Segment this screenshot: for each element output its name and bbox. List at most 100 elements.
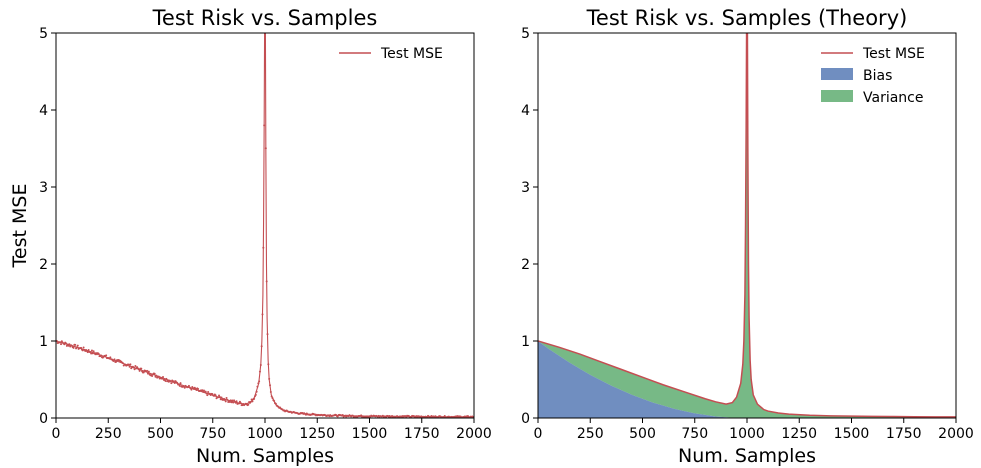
data-point [90, 352, 93, 355]
data-point [138, 369, 141, 372]
y-tick-label: 0 [39, 411, 48, 427]
data-point [228, 400, 231, 403]
data-point [127, 363, 130, 366]
data-point [235, 400, 238, 403]
data-point [74, 343, 77, 346]
data-point [176, 381, 179, 384]
data-point [105, 354, 108, 357]
y-tick-label: 3 [39, 180, 48, 196]
chart-left: 0 250 500 750 1000 1250 1500 1750 2000 0 1 2 3 4 5 Test… [9, 6, 492, 467]
x-tick-label: 1250 [781, 426, 817, 442]
data-point [178, 384, 181, 387]
x-axis-label: Num. Samples [678, 445, 816, 467]
data-point [80, 346, 83, 349]
data-point [257, 382, 260, 385]
data-point [140, 367, 143, 370]
data-point [260, 345, 263, 348]
plot-area [538, 33, 956, 418]
data-point [270, 395, 273, 398]
data-point [253, 397, 256, 400]
data-point [218, 394, 221, 397]
legend-swatch [821, 90, 853, 102]
x-tick-label: 2000 [938, 426, 974, 442]
x-tick-label: 1000 [729, 426, 765, 442]
data-point [214, 394, 217, 397]
data-point [255, 390, 258, 393]
data-point [224, 400, 227, 403]
data-point [239, 402, 242, 405]
test-mse-markers [56, 33, 474, 418]
x-tick-label: 500 [147, 426, 174, 442]
data-point [132, 366, 135, 369]
data-point [92, 350, 95, 353]
data-point [206, 394, 209, 397]
data-point [218, 396, 221, 399]
data-point [161, 377, 164, 380]
y-tick-label: 4 [39, 103, 48, 119]
data-point [164, 379, 167, 382]
x-tick-label: 2000 [456, 426, 492, 442]
variance-area [538, 33, 956, 418]
data-point [202, 389, 205, 392]
data-point [230, 401, 233, 404]
y-tick-label: 5 [39, 26, 48, 42]
data-point [75, 346, 78, 349]
x-tick-label: 1750 [886, 426, 922, 442]
data-point [157, 375, 160, 378]
data-point [90, 349, 93, 352]
data-point [109, 356, 112, 359]
x-tick-label: 1000 [247, 426, 283, 442]
data-point [146, 369, 149, 372]
data-point [91, 352, 94, 355]
data-point [273, 400, 276, 403]
y-axis-label: Test MSE [9, 184, 31, 269]
data-point [261, 313, 264, 316]
data-point [251, 400, 254, 403]
y-tick-label: 1 [39, 334, 48, 350]
data-point [190, 388, 193, 391]
data-point [142, 371, 145, 374]
legend-label: Test MSE [862, 46, 925, 62]
data-point [60, 343, 63, 346]
data-point [128, 365, 131, 368]
data-point [271, 397, 274, 400]
data-point [129, 363, 132, 366]
data-point [254, 393, 257, 396]
data-point [263, 124, 266, 127]
data-point [162, 375, 165, 378]
data-point [121, 362, 124, 365]
data-point [59, 341, 62, 344]
data-point [171, 379, 174, 382]
x-tick-label: 1500 [352, 426, 388, 442]
data-point [172, 380, 175, 383]
data-point [234, 401, 237, 404]
x-tick-label: 1250 [299, 426, 335, 442]
y-tick-label: 0 [521, 411, 530, 427]
chart-title: Test Risk vs. Samples (Theory) [586, 6, 908, 30]
bias-area [538, 341, 956, 418]
data-point [137, 368, 140, 371]
data-point [204, 390, 207, 393]
data-point [232, 401, 235, 404]
test-mse-line [538, 33, 956, 418]
data-point [97, 352, 100, 355]
data-point [146, 372, 149, 375]
data-point [267, 363, 270, 366]
data-point [258, 380, 261, 383]
y-tick-label: 4 [521, 103, 530, 119]
legend-label: Test MSE [380, 46, 443, 62]
y-tick-label: 1 [521, 334, 530, 350]
data-point [153, 372, 156, 375]
legend: Test MSE Bias Variance [821, 46, 925, 106]
data-point [179, 382, 182, 385]
data-point [81, 349, 84, 352]
x-tick-label: 250 [95, 426, 122, 442]
x-axis-label: Num. Samples [196, 445, 334, 467]
data-point [258, 370, 261, 373]
data-point [100, 354, 103, 357]
legend-label: Variance [863, 90, 923, 106]
data-point [86, 351, 89, 354]
data-point [183, 386, 186, 389]
data-point [151, 374, 154, 377]
data-point [173, 382, 176, 385]
